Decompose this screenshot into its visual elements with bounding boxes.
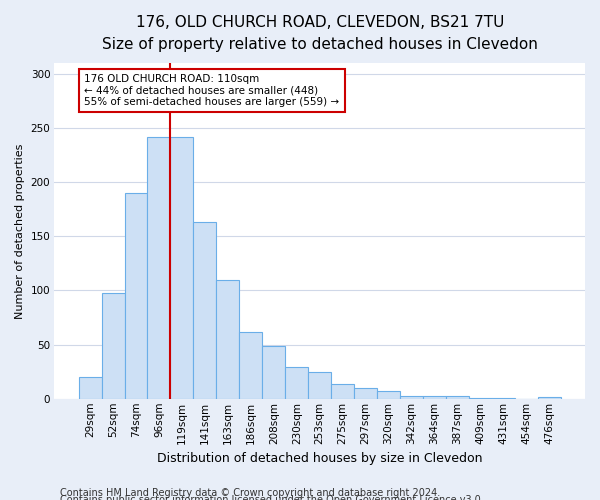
Bar <box>285 368 308 399</box>
Bar <box>308 372 331 399</box>
Bar <box>354 388 377 399</box>
Bar <box>492 398 515 399</box>
Bar <box>538 396 561 399</box>
Bar <box>331 384 354 399</box>
Y-axis label: Number of detached properties: Number of detached properties <box>15 143 25 318</box>
Text: Contains HM Land Registry data © Crown copyright and database right 2024.: Contains HM Land Registry data © Crown c… <box>60 488 440 498</box>
X-axis label: Distribution of detached houses by size in Clevedon: Distribution of detached houses by size … <box>157 452 482 465</box>
Bar <box>101 292 125 399</box>
Bar <box>217 280 239 399</box>
Bar <box>193 222 217 399</box>
Title: 176, OLD CHURCH ROAD, CLEVEDON, BS21 7TU
Size of property relative to detached h: 176, OLD CHURCH ROAD, CLEVEDON, BS21 7TU… <box>102 15 538 52</box>
Bar <box>469 398 492 399</box>
Bar <box>446 396 469 399</box>
Bar <box>400 396 423 399</box>
Bar <box>239 332 262 399</box>
Bar <box>148 136 170 399</box>
Text: Contains public sector information licensed under the Open Government Licence v3: Contains public sector information licen… <box>60 495 484 500</box>
Bar <box>423 396 446 399</box>
Bar <box>170 136 193 399</box>
Bar <box>79 377 101 399</box>
Bar <box>262 346 285 399</box>
Text: 176 OLD CHURCH ROAD: 110sqm
← 44% of detached houses are smaller (448)
55% of se: 176 OLD CHURCH ROAD: 110sqm ← 44% of det… <box>85 74 340 107</box>
Bar <box>377 391 400 399</box>
Bar <box>125 193 148 399</box>
